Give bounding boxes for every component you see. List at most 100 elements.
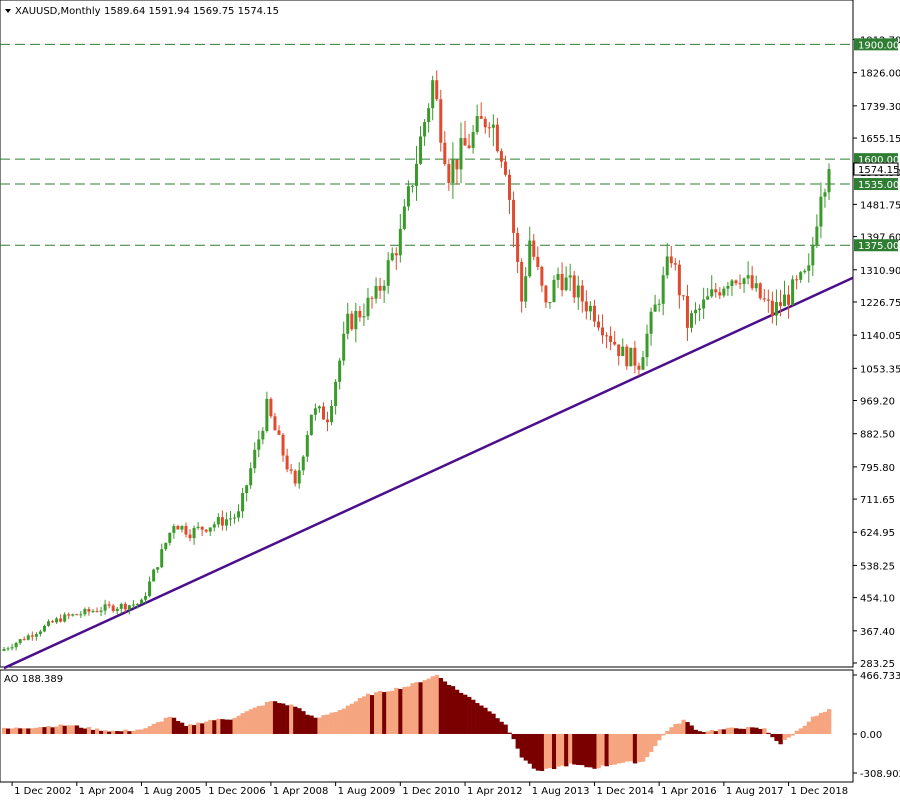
ao-bar [551,733,557,770]
candle-body [10,647,14,649]
ao-bar [86,727,92,734]
level-price-box [854,38,898,51]
ao-bar [604,733,609,767]
ao-bar [34,727,39,734]
candle-body [184,525,188,535]
candle-body [455,159,459,170]
candle-body [702,299,706,309]
ao-bar [467,696,472,734]
candle-body [200,526,204,530]
candle-body [653,304,657,312]
candle-body [269,398,273,417]
ao-bar [232,717,237,734]
ao-bar [14,727,19,734]
ao-bar [689,725,694,734]
level-price-label: 1375.00 [858,241,899,252]
candle-body [220,517,224,526]
ao-bar [446,684,452,734]
level-price-label: 1600.00 [858,155,899,166]
ao-bar [612,733,617,765]
date-tick-label: 1 Aug 2005 [144,786,202,797]
candle-body [641,357,645,370]
candle-body [79,614,83,616]
date-tick-label: 1 Apr 2008 [273,786,328,797]
ao-bar [665,730,670,734]
ao-bar [697,731,702,734]
ao-bar [782,733,787,740]
ao-bar [285,705,290,734]
candle-body [233,517,237,519]
ao-bar [18,728,23,734]
ao-bar [653,733,658,747]
ao-bar [276,703,282,734]
candle-body [63,614,67,622]
candle-body [208,527,212,532]
ao-bar [244,711,249,734]
price-tick-label: 1140.05 [860,331,900,342]
date-tick-label: 1 Aug 2009 [338,786,396,797]
ao-bar [729,727,735,734]
ao-bar [309,715,314,734]
candle-body [819,196,823,227]
ao-bar [167,716,173,734]
chevron-down-icon[interactable] [5,9,11,13]
candle-body [584,301,588,312]
ao-bar [778,733,783,745]
candle-body [95,611,99,613]
price-tick-label: 1826.00 [860,69,900,80]
candle-body [176,526,180,530]
candle-body [605,335,609,337]
candle-body [313,408,317,415]
ao-bar [127,731,132,734]
candle-body [42,625,46,632]
candle-body [690,313,693,328]
candle-body [71,614,75,616]
candle-body [613,341,617,345]
candle-body [261,430,265,440]
candle-body [212,524,216,528]
candle-body [746,275,750,279]
candle-body [281,434,285,456]
candle-body [293,470,297,484]
candle-body [386,260,390,286]
candle-body [742,278,746,285]
ao-bar [802,725,808,734]
candle-body [431,80,435,109]
candle-body [815,226,819,246]
candle-body [718,292,722,296]
level-price-box [854,153,898,166]
ao-bar [644,733,650,758]
candle-body [625,346,629,367]
ao-bar [293,706,298,734]
price-tick-label: 1739.30 [860,102,900,113]
ao-bar [252,707,258,734]
ao-bar [196,722,201,734]
ao-bar [329,712,334,734]
ao-bar [511,733,516,740]
candle-body [580,285,584,302]
ao-bar [147,726,152,734]
candle-body [107,604,111,606]
ao-bar [742,728,747,734]
candle-body [67,614,71,616]
candle-body [499,151,503,162]
candle-body [568,275,572,278]
candle-body [669,256,673,264]
candle-body [99,610,103,612]
candle-body [572,275,576,298]
ao-bar [818,713,824,734]
candle-body [55,618,59,623]
ao-bar [365,693,371,734]
price-tick-label: 882.50 [860,430,895,441]
candle-body [560,274,564,291]
candle-body [528,240,532,277]
ao-bar [572,733,577,765]
ao-bar [620,733,626,763]
price-labels: 1900.00 1600.00 1535.00 1375.00 1574.15 [853,38,899,252]
price-tick-label: 283.25 [860,659,895,670]
ao-bar [738,728,743,734]
ao-bar [438,677,444,734]
candle-body [156,567,160,570]
ao-bar [204,721,209,734]
